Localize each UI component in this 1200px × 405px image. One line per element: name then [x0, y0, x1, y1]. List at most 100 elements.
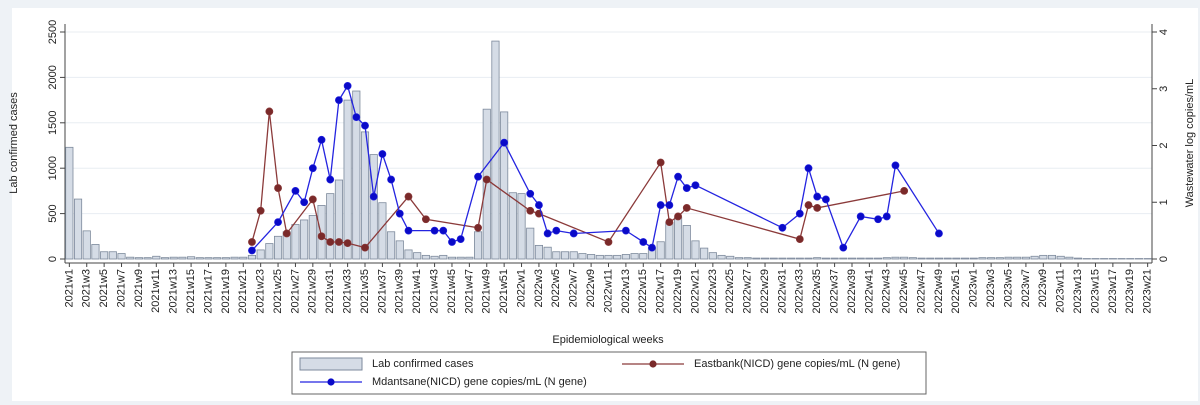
marker — [604, 238, 613, 246]
x-tick-label: 2022w27 — [742, 269, 754, 314]
bar — [908, 257, 917, 260]
marker — [813, 192, 822, 201]
y2-tick-label: 1 — [1158, 199, 1170, 205]
x-tick-label: 2021w43 — [428, 269, 440, 314]
bar — [291, 224, 300, 260]
marker — [248, 238, 256, 246]
x-tick-label: 2021w5 — [98, 269, 110, 308]
bar — [987, 257, 996, 260]
bar — [743, 257, 752, 260]
marker — [369, 192, 378, 201]
marker — [526, 189, 535, 198]
bar — [65, 146, 74, 260]
bar — [865, 257, 874, 260]
x-tick-label: 2023w1 — [968, 269, 980, 308]
marker — [839, 243, 848, 252]
x-tick-label: 2022w51 — [950, 269, 962, 314]
bar — [134, 257, 143, 260]
marker — [317, 232, 326, 241]
x-tick-label: 2023w17 — [1107, 269, 1119, 314]
marker — [691, 181, 700, 190]
bar — [708, 252, 717, 260]
marker — [682, 184, 691, 192]
marker — [874, 215, 882, 224]
bar — [447, 256, 457, 260]
bar — [100, 251, 109, 260]
bar — [813, 257, 822, 260]
x-tick-label: 2022w35 — [811, 269, 823, 314]
x-tick-label: 2022w43 — [881, 269, 893, 314]
bar — [187, 256, 196, 260]
x-tick-label: 2022w25 — [724, 269, 736, 314]
marker — [526, 206, 535, 215]
bar — [117, 253, 126, 260]
bar — [213, 257, 222, 260]
x-tick-label: 2022w1 — [515, 269, 527, 308]
marker — [343, 82, 352, 90]
marker — [335, 238, 343, 246]
x-tick-label: 2023w19 — [1124, 269, 1136, 314]
marker — [778, 223, 787, 232]
x-tick-label: 2021w49 — [481, 269, 493, 314]
bar — [500, 111, 509, 260]
marker — [439, 226, 448, 235]
marker — [674, 172, 682, 181]
x-tick-label: 2021w47 — [463, 269, 475, 314]
bar — [352, 90, 361, 260]
bar — [917, 257, 926, 260]
x-tick-label: 2022w15 — [637, 269, 649, 314]
bar — [560, 251, 570, 260]
bar — [752, 257, 761, 260]
bar — [769, 257, 778, 260]
legend-box — [291, 351, 927, 395]
bar — [108, 251, 117, 260]
marker — [804, 164, 813, 173]
marker — [361, 243, 369, 252]
marker — [387, 175, 395, 184]
bar — [430, 255, 439, 260]
marker — [308, 195, 317, 204]
bar — [526, 227, 535, 260]
chart-panel — [12, 8, 1198, 401]
bar — [126, 256, 135, 260]
bar — [300, 219, 309, 260]
marker — [882, 212, 891, 221]
bar — [387, 231, 396, 260]
marker — [308, 164, 317, 173]
bar — [326, 193, 335, 260]
marker — [535, 201, 543, 209]
y2-tick-label: 0 — [1158, 256, 1170, 262]
marker — [474, 172, 482, 181]
bar — [552, 251, 561, 260]
x-tick-label: 2022w23 — [707, 269, 719, 314]
marker — [639, 238, 648, 246]
marker — [935, 229, 943, 238]
bar — [1030, 255, 1039, 260]
marker — [856, 212, 865, 221]
y-tick-label: 500 — [47, 204, 59, 222]
legend-label: Mdantsane(NICD) gene copies/mL (N gene) — [372, 376, 587, 388]
marker — [256, 206, 265, 215]
marker — [326, 175, 335, 184]
legend-label: Lab confirmed cases — [372, 358, 474, 370]
marker — [291, 186, 300, 195]
x-tick-label: 2022w49 — [933, 269, 945, 314]
y-tick-label: 1000 — [47, 156, 59, 180]
bar — [978, 257, 987, 260]
x-tick-label: 2023w5 — [1002, 269, 1014, 308]
x-tick-label: 2022w41 — [863, 269, 875, 314]
marker — [448, 238, 456, 246]
marker — [569, 229, 578, 238]
marker — [795, 209, 804, 218]
bar — [934, 257, 944, 260]
x-axis-title: Epidemiological weeks — [552, 334, 664, 346]
legend-marker — [649, 360, 657, 368]
legend-marker — [327, 378, 335, 386]
x-tick-label: 2021w39 — [394, 269, 406, 314]
x-tick-label: 2022w47 — [915, 269, 927, 314]
marker — [404, 192, 413, 201]
bar — [221, 257, 230, 260]
bar — [778, 257, 787, 260]
marker — [682, 204, 691, 212]
bar — [265, 243, 274, 260]
